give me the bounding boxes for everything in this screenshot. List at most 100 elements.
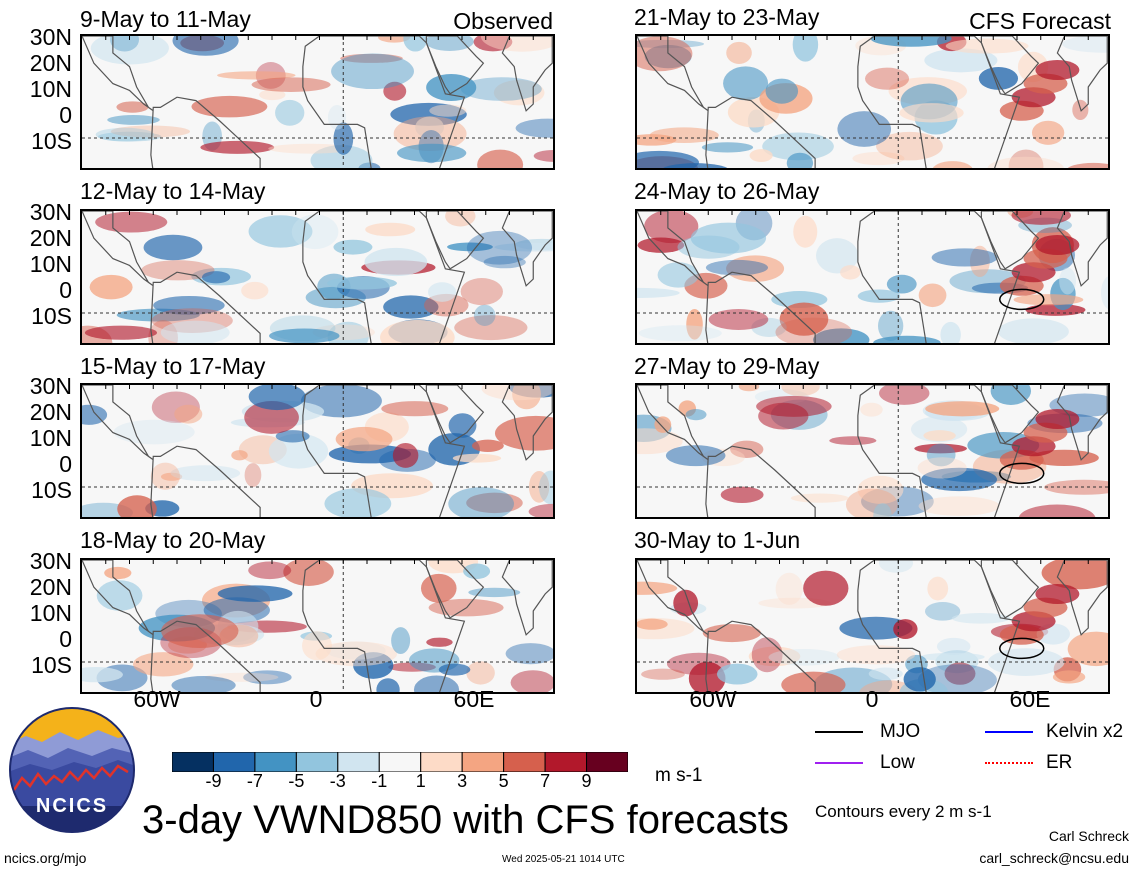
lat-label: 20N [29, 574, 72, 600]
colorbar-tick-label: 5 [498, 771, 509, 791]
panel-tag-forecast: CFS Forecast [969, 8, 1111, 34]
footer-website[interactable]: ncics.org/mjo [4, 850, 87, 866]
lat-label: 10N [29, 600, 72, 626]
colorbar-tick-label: -7 [246, 771, 263, 791]
legend-line-er [985, 762, 1033, 764]
lat-label: 10N [29, 425, 72, 451]
lat-label: 10S [31, 128, 72, 154]
coastlines [637, 36, 1108, 168]
wind-anomaly-shading [82, 211, 553, 343]
colorbar-swatch [586, 752, 628, 772]
lat-label: 0 [59, 102, 72, 128]
lat-label: 10S [31, 303, 72, 329]
footer-timestamp: Wed 2025-05-21 1014 UTC [502, 854, 625, 865]
legend-line-kelvin [985, 731, 1033, 733]
panel-title-2: 12-May to 14-May [80, 178, 266, 204]
colorbar-tick-label: 9 [581, 771, 592, 791]
lat-label: 0 [59, 277, 72, 303]
lon-label-left-0: 0 [309, 686, 323, 712]
panel-title-4: 18-May to 20-May [80, 527, 266, 553]
colorbar-swatch [172, 752, 214, 772]
panel-title-1: 9-May to 11-May [80, 6, 251, 32]
panel-title-5: 21-May to 23-May [634, 4, 820, 30]
coastlines [637, 385, 1108, 517]
lat-label: 20N [29, 50, 72, 76]
lon-label-left-60e: 60E [453, 686, 495, 712]
coastlines [82, 36, 553, 168]
wind-anomaly-shading [637, 560, 1108, 692]
map-panel-5 [635, 34, 1110, 170]
colorbar-swatch [544, 752, 588, 772]
panel-title-6: 24-May to 26-May [634, 178, 820, 204]
main-title: 3-day VWND850 with CFS forecasts [142, 798, 789, 842]
coastlines [82, 385, 553, 517]
lon-label-right-0: 0 [865, 686, 879, 712]
legend-label-kelvin: Kelvin x2 [1046, 721, 1124, 742]
units-label: m s-1 [655, 765, 703, 786]
mjo-contour [999, 462, 1045, 485]
colorbar-tick-label: 3 [457, 771, 468, 791]
lat-label: 0 [59, 451, 72, 477]
colorbar-tick-label: 1 [415, 771, 426, 791]
lon-label-right-60e: 60E [1009, 686, 1051, 712]
coastlines [637, 211, 1108, 343]
wind-anomaly-shading [90, 36, 553, 168]
panel-title-3: 15-May to 17-May [80, 353, 266, 379]
coastlines [637, 560, 1108, 692]
map-panel-4 [80, 558, 555, 694]
colorbar-tick-label: -5 [288, 771, 305, 791]
colorbar-tick-label: -9 [205, 771, 222, 791]
lat-label: 30N [29, 373, 72, 399]
map-panel-6 [635, 209, 1110, 345]
panel-tag-observed: Observed [453, 8, 553, 34]
legend-line-low [815, 762, 863, 764]
map-panel-8 [635, 558, 1110, 694]
colorbar-swatch [378, 752, 422, 772]
map-panel-7 [635, 383, 1110, 519]
map-panel-1 [80, 34, 555, 170]
colorbar-swatch [461, 752, 505, 772]
colorbar-swatch [254, 752, 297, 772]
colorbar-swatch [503, 752, 546, 772]
lat-label: 10N [29, 251, 72, 277]
legend-label-mjo: MJO [880, 721, 921, 742]
colorbar-swatch [420, 752, 463, 772]
lat-label: 30N [29, 199, 72, 225]
colorbar-swatch [212, 752, 256, 772]
panel-title-8: 30-May to 1-Jun [634, 527, 801, 553]
lat-label: 10S [31, 652, 72, 678]
footer-author: Carl Schreck [1048, 828, 1129, 844]
wind-anomaly-shading [82, 560, 553, 692]
wind-anomaly-shading [637, 36, 1108, 168]
lon-label-right-60w: 60W [689, 686, 737, 712]
legend-line-mjo [815, 731, 863, 733]
legend-label-er: ER [1046, 752, 1073, 773]
lon-label-left-60w: 60W [133, 686, 181, 712]
mjo-contour [999, 637, 1045, 660]
mjo-contour [999, 288, 1045, 311]
lat-label: 0 [59, 626, 72, 652]
wind-anomaly-shading [637, 211, 1108, 343]
wind-anomaly-shading [82, 385, 553, 517]
lat-label: 10S [31, 477, 72, 503]
logo-text: NCICS [36, 795, 108, 817]
ncics-logo: NCICS [8, 706, 136, 834]
lat-label: 30N [29, 548, 72, 574]
coastlines [82, 560, 553, 692]
legend-label-low: Low [880, 752, 915, 773]
lat-label: 20N [29, 225, 72, 251]
colorbar-swatch [295, 752, 339, 772]
colorbar-tick-label: -1 [371, 771, 388, 791]
lat-label: 20N [29, 399, 72, 425]
colorbar-tick-label: -3 [329, 771, 346, 791]
map-panel-2 [80, 209, 555, 345]
colorbar-tick-label: 7 [540, 771, 551, 791]
coastlines [82, 211, 553, 343]
contour-note: Contours every 2 m s-1 [815, 802, 992, 821]
colorbar-swatch [337, 752, 380, 772]
lat-label: 10N [29, 76, 72, 102]
map-panel-3 [80, 383, 555, 519]
footer-email[interactable]: carl_schreck@ncsu.edu [979, 850, 1129, 866]
colorbar [172, 752, 628, 772]
lat-label: 30N [29, 24, 72, 50]
